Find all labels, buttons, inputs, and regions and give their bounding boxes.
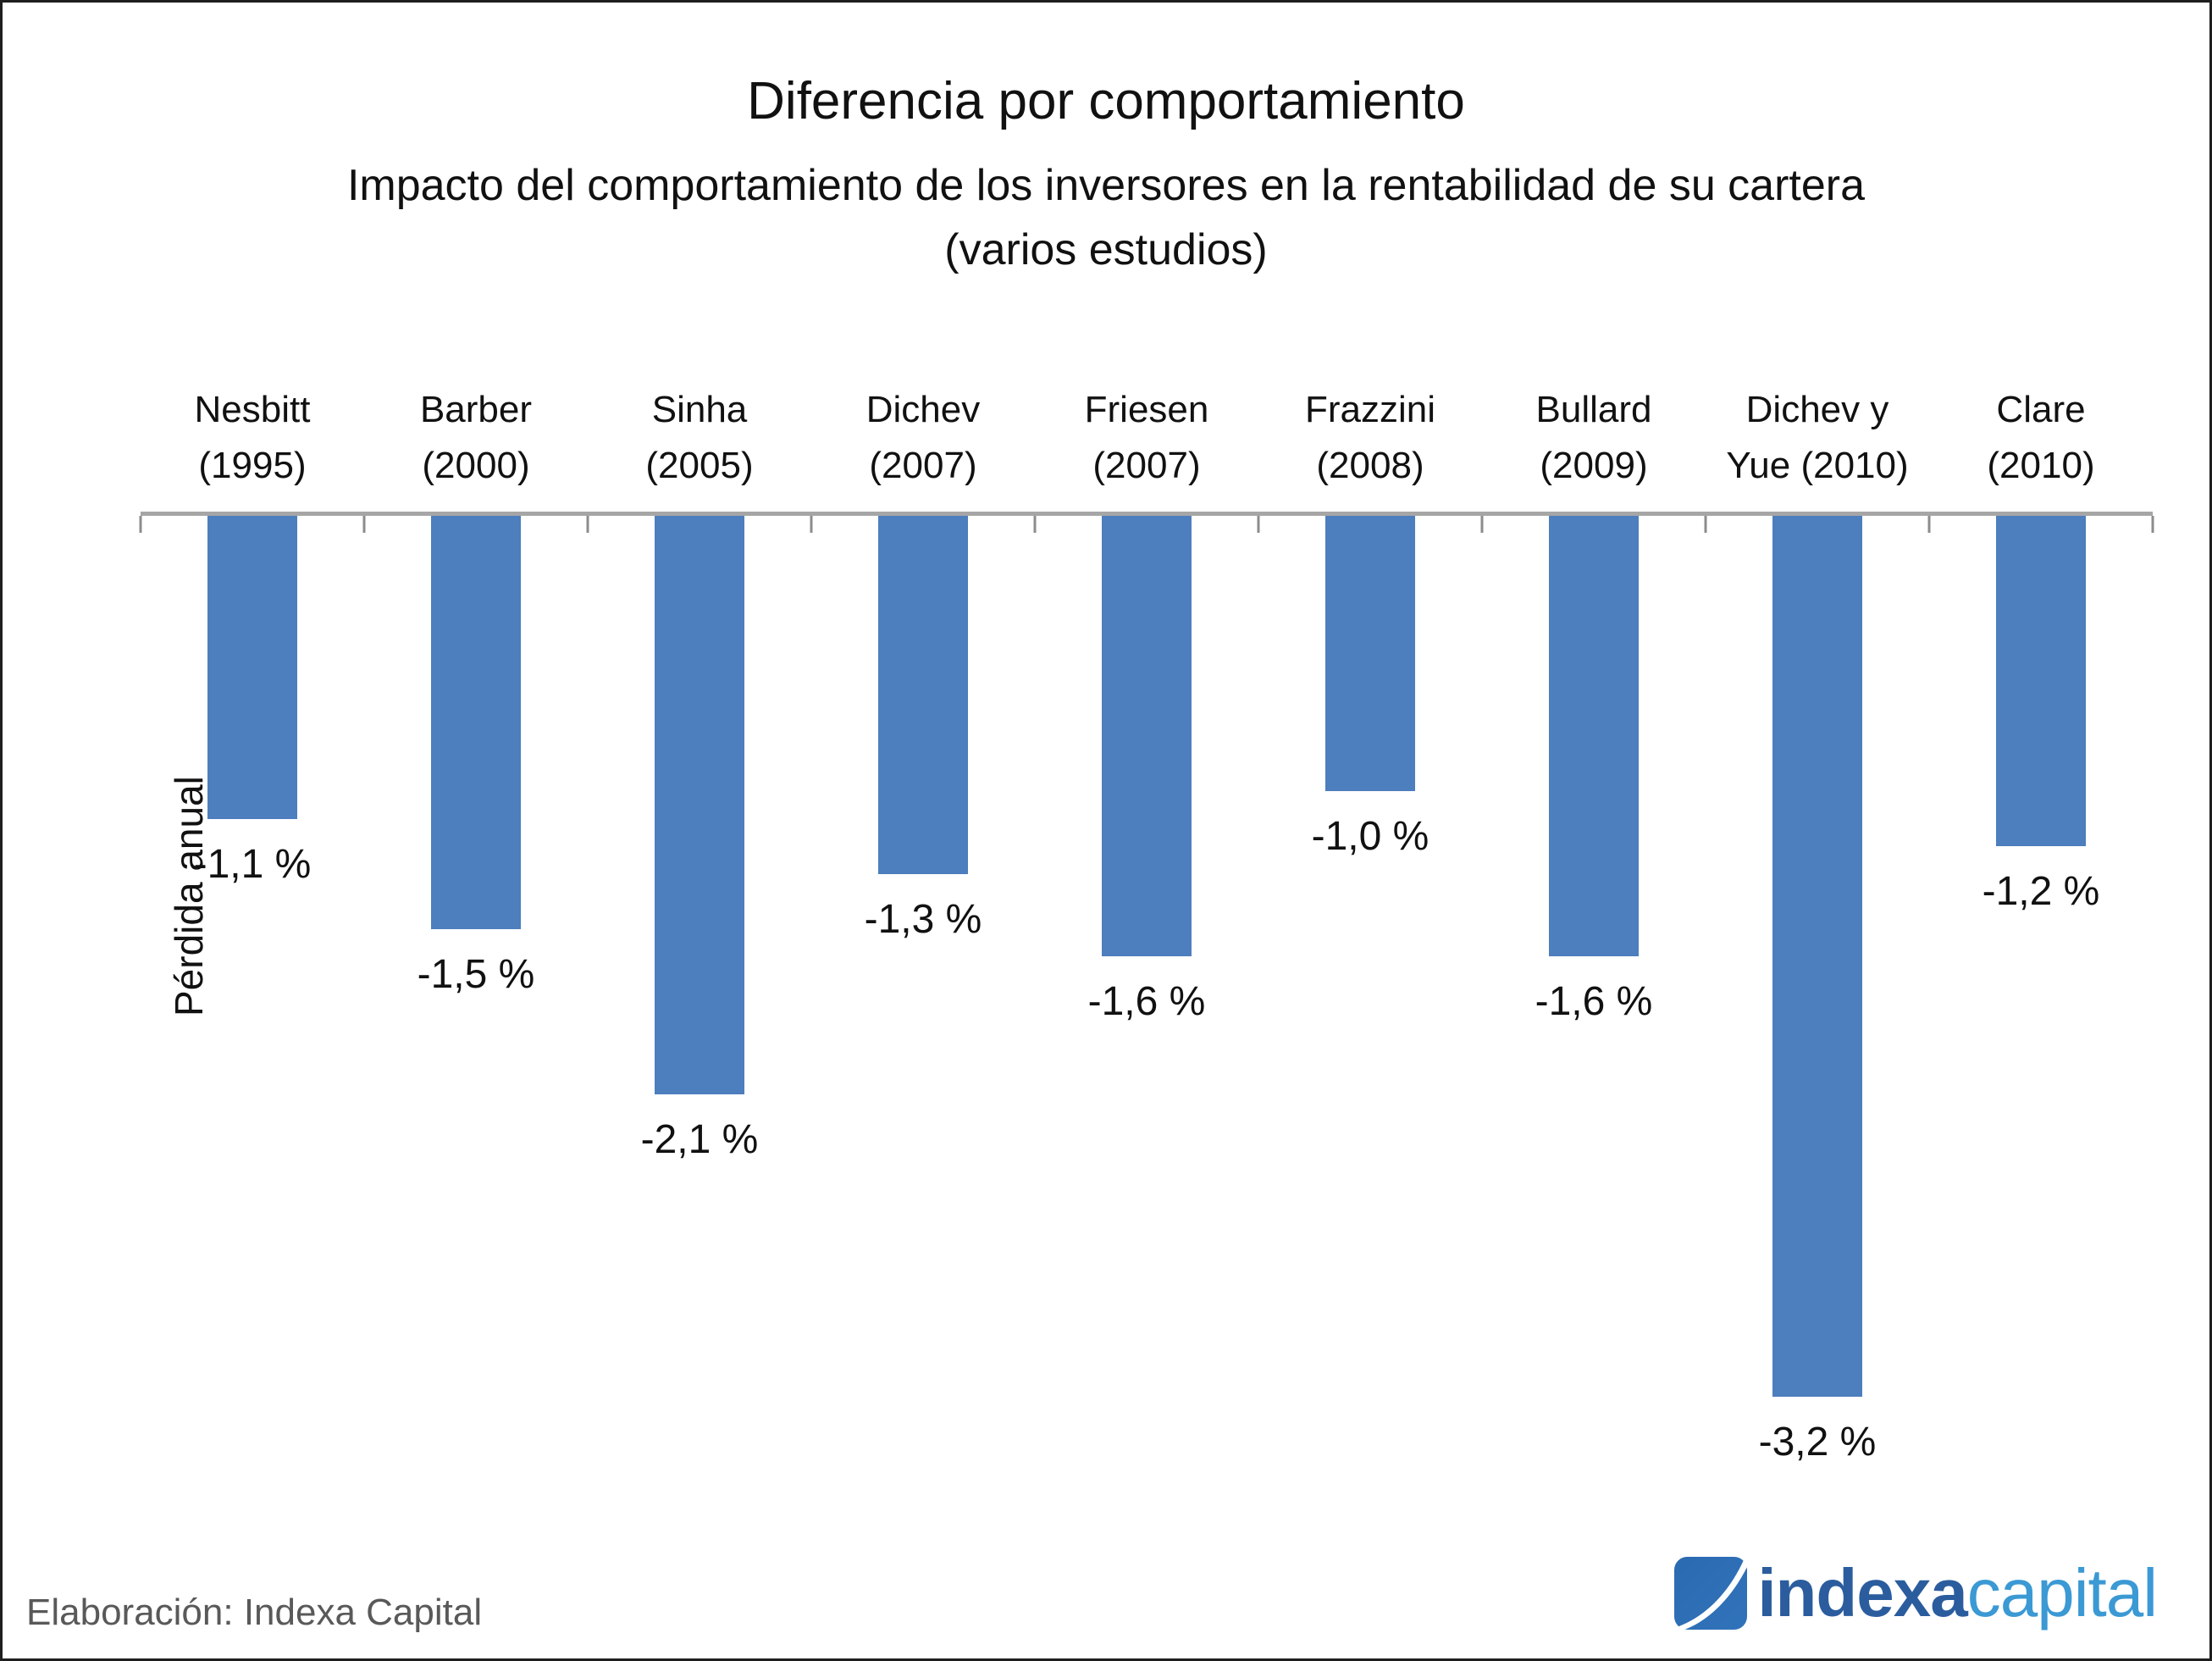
bars-row: -1,1 % -1,5 % -2,1 % -1,3 % -1,6 % -1,0 % -1,6… <box>141 516 2153 1465</box>
value-label: -1,6 % <box>1087 979 1206 1024</box>
value-label: -1,1 % <box>193 842 312 887</box>
value-label: -2,1 % <box>640 1117 759 1162</box>
logo-text-capital: capital <box>1966 1555 2158 1631</box>
axis-tick <box>362 516 366 533</box>
category-label-line2: (2009) <box>1540 445 1648 486</box>
category-label-line1: Dichev y <box>1745 389 1889 430</box>
chart-subtitle: Impacto del comportamiento de los invers… <box>346 161 1866 210</box>
x-axis-ticks <box>139 516 2154 534</box>
bar <box>1102 516 1192 956</box>
bar-cell: -1,0 % <box>1258 516 1482 860</box>
category-label-line1: Frazzini <box>1304 389 1436 430</box>
indexa-logo-icon <box>1674 1557 1748 1630</box>
bar <box>878 516 968 874</box>
axis-tick <box>2151 516 2154 533</box>
source-credit: Elaboración: Indexa Capital <box>26 1592 483 1633</box>
value-label: -3,2 % <box>1758 1420 1877 1464</box>
category-labels-row: Nesbitt (1995) Barber (2000) Sinha (2005) Dich… <box>141 382 2153 494</box>
value-label: -1,2 % <box>1982 869 2100 914</box>
bar-cell: -1,6 % <box>1482 516 1706 1025</box>
axis-tick <box>1704 516 1707 533</box>
category-label-line1: Bullard <box>1535 389 1652 430</box>
category-label-line2: Yue (2010) <box>1726 445 1909 486</box>
category-label: Barber (2000) <box>364 382 588 494</box>
axis-tick <box>810 516 813 533</box>
category-label-line1: Friesen <box>1084 389 1209 430</box>
category-label-line2: (1995) <box>198 445 307 486</box>
category-label: Friesen (2007) <box>1035 382 1258 494</box>
x-axis-line <box>141 512 2153 516</box>
category-label-line1: Barber <box>419 389 533 430</box>
axis-tick <box>1927 516 1931 533</box>
bar <box>1325 516 1415 791</box>
category-label-line2: (2000) <box>422 445 530 486</box>
category-label: Frazzini (2008) <box>1258 382 1482 494</box>
category-label: Clare (2010) <box>1929 382 2153 494</box>
indexa-logo-text: indexacapital <box>1757 1555 2158 1631</box>
chart-title: Diferencia por comportamiento <box>747 72 1465 130</box>
bar-cell: -1,3 % <box>811 516 1035 943</box>
category-label-line2: (2007) <box>869 445 977 486</box>
bar-cell: -1,1 % <box>141 516 364 888</box>
category-label-line2: (2005) <box>645 445 754 486</box>
axis-tick <box>139 516 142 533</box>
value-label: -1,5 % <box>417 952 535 997</box>
axis-tick <box>586 516 589 533</box>
category-label-line2: (2010) <box>1987 445 2095 486</box>
category-label-line1: Clare <box>1996 389 2086 430</box>
category-label-line2: (2008) <box>1316 445 1424 486</box>
indexa-capital-logo: indexacapital <box>1674 1555 2158 1631</box>
bar <box>431 516 521 929</box>
category-label-line2: (2007) <box>1092 445 1201 486</box>
bar-cell: -1,6 % <box>1035 516 1258 1025</box>
bar-cell: -3,2 % <box>1706 516 1929 1465</box>
bar <box>207 516 297 819</box>
category-label: Sinha (2005) <box>588 382 811 494</box>
value-label: -1,6 % <box>1535 979 1653 1024</box>
axis-tick <box>1033 516 1037 533</box>
bar <box>1549 516 1639 956</box>
bar-cell: -1,2 % <box>1929 516 2153 915</box>
category-label-line1: Nesbitt <box>194 389 311 430</box>
category-label-line1: Sinha <box>651 389 748 430</box>
category-label: Dichev y Yue (2010) <box>1706 382 1929 494</box>
bar-cell: -2,1 % <box>588 516 811 1163</box>
y-axis-label: Pérdida anual <box>166 776 211 1016</box>
logo-text-indexa: indexa <box>1757 1555 1967 1631</box>
chart-subtitle-2: (varios estudios) <box>944 225 1268 274</box>
category-label: Nesbitt (1995) <box>141 382 364 494</box>
bar <box>655 516 744 1094</box>
category-label: Bullard (2009) <box>1482 382 1706 494</box>
bar <box>1996 516 2086 846</box>
bar <box>1772 516 1862 1397</box>
axis-tick <box>1480 516 1484 533</box>
bar-cell: -1,5 % <box>364 516 588 998</box>
value-label: -1,3 % <box>864 897 982 942</box>
value-label: -1,0 % <box>1311 814 1430 859</box>
category-label-line1: Dichev <box>865 389 981 430</box>
category-label: Dichev (2007) <box>811 382 1035 494</box>
axis-tick <box>1257 516 1260 533</box>
